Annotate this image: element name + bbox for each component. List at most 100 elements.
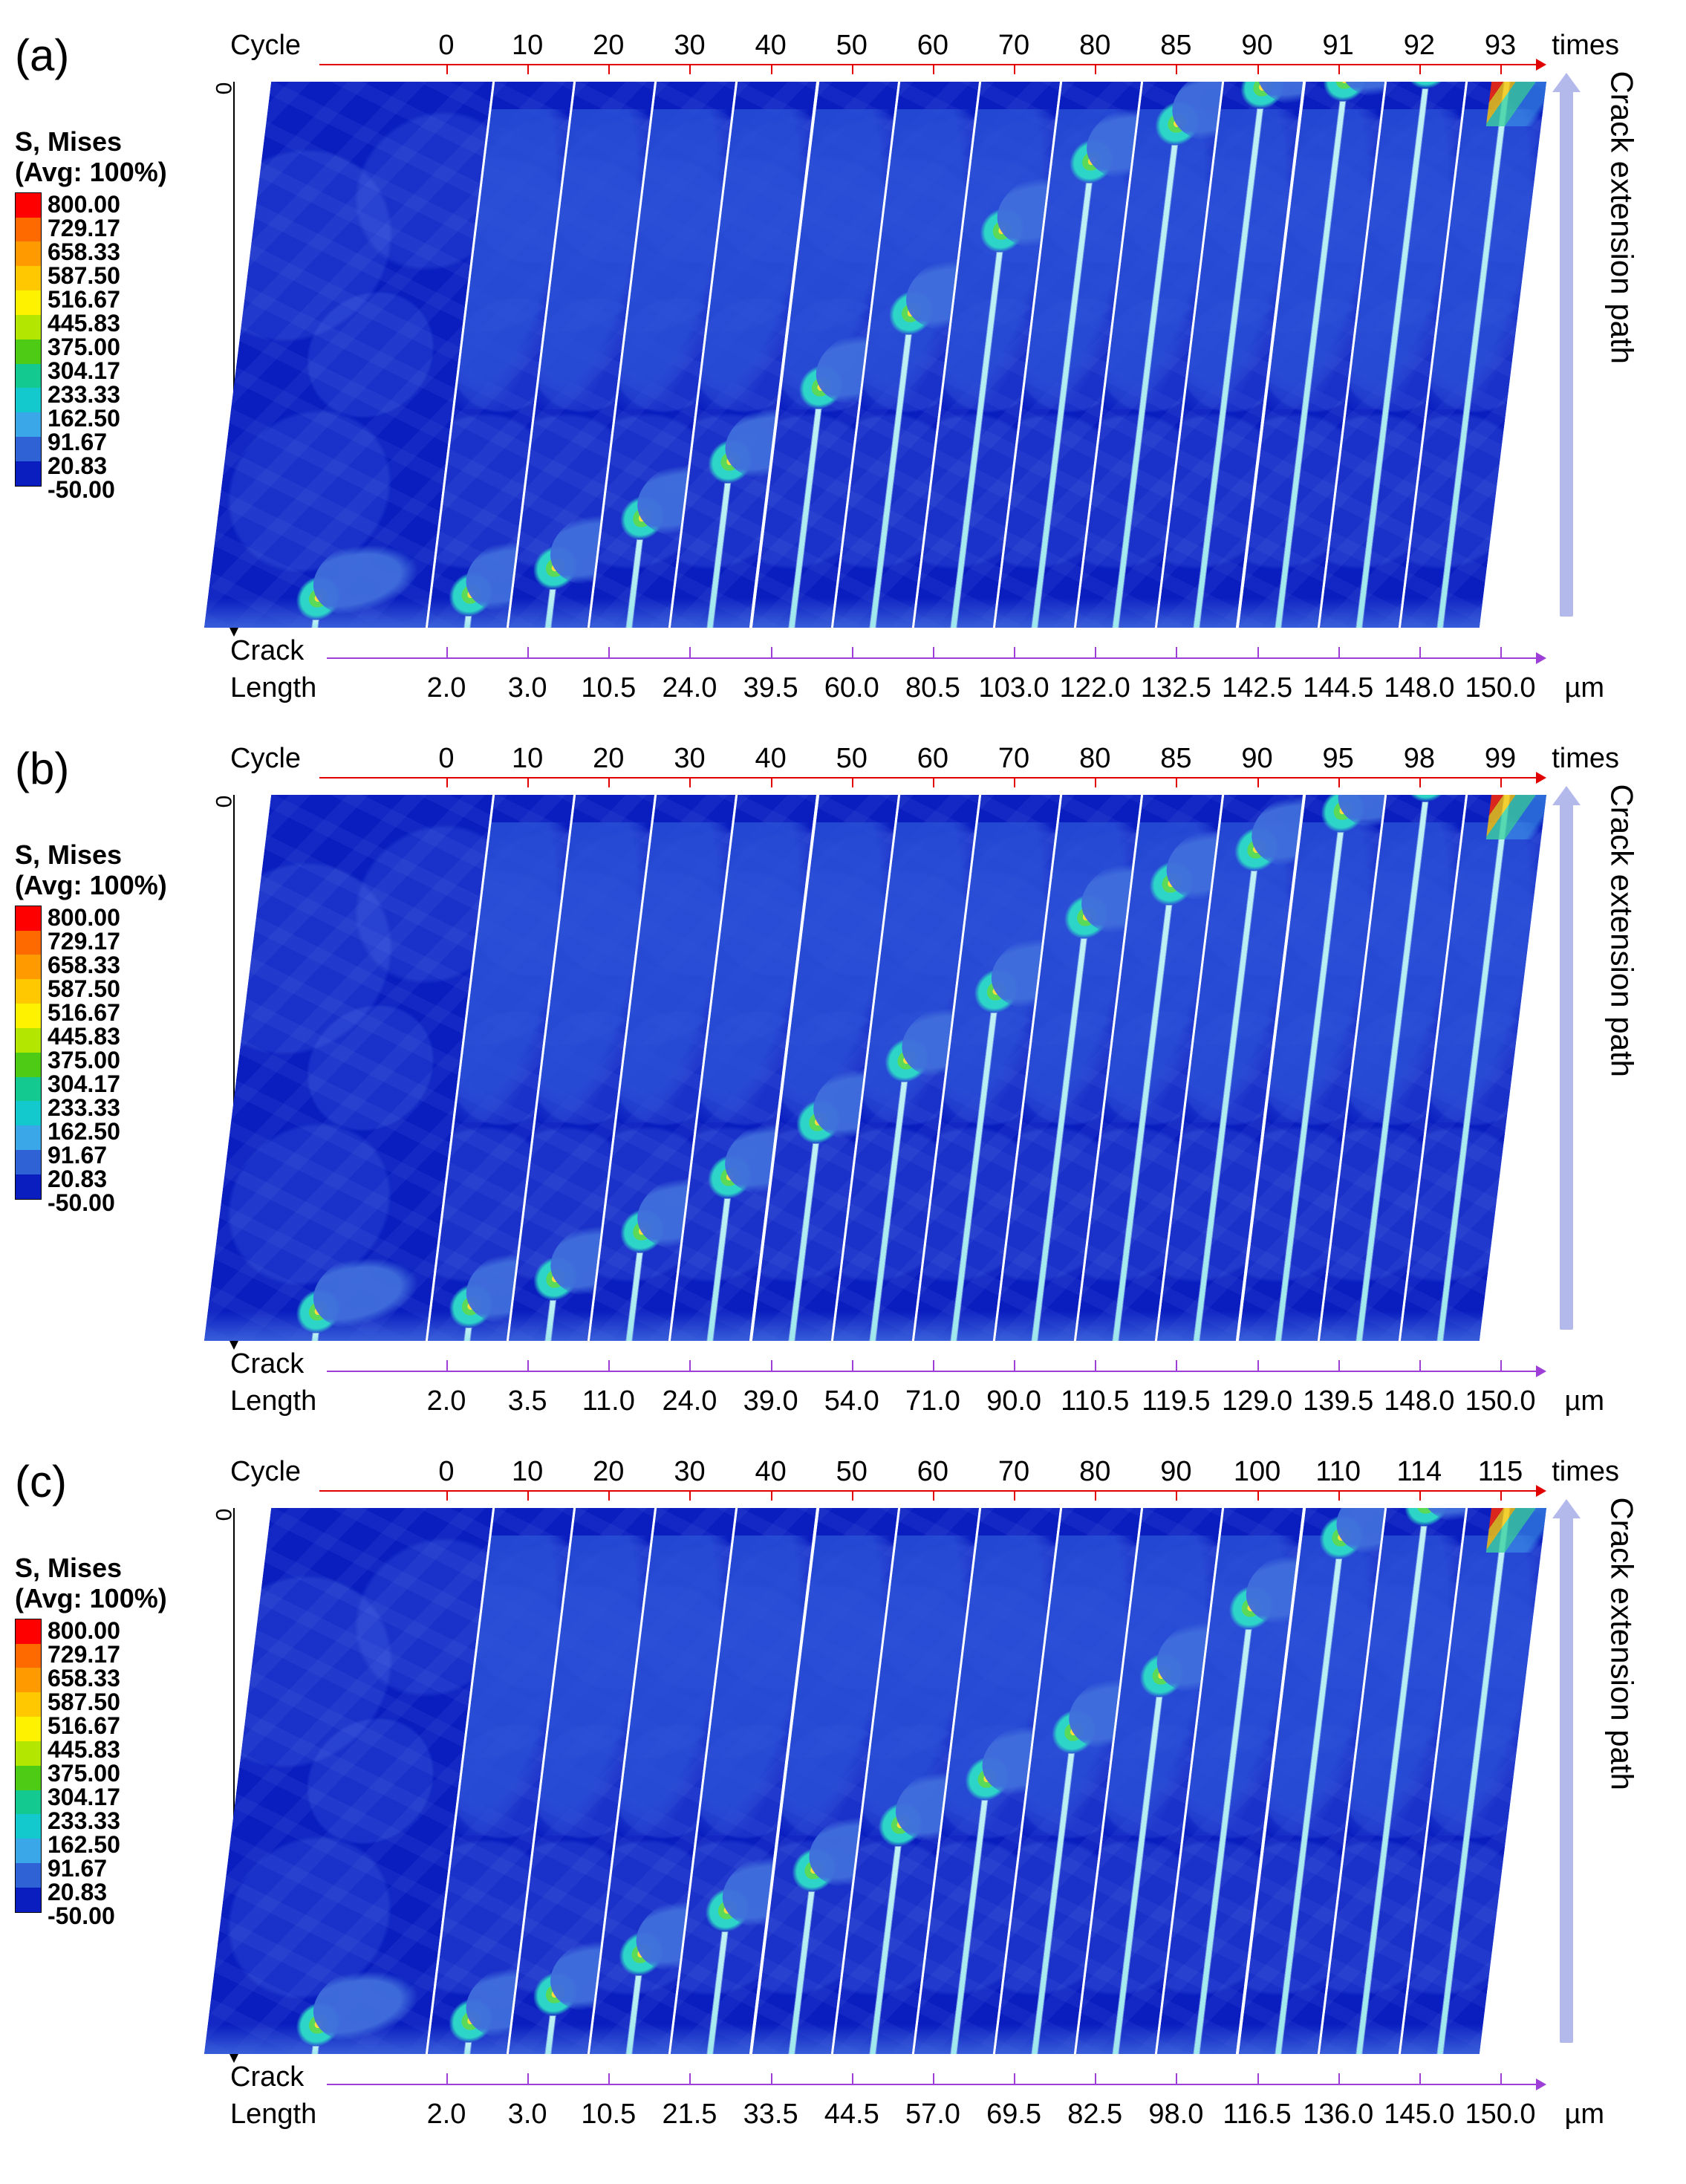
legend-tick-label: 729.17	[48, 1642, 120, 1666]
cycle-tick-label: 0	[438, 30, 454, 62]
y-axis-zero-label: 0	[212, 796, 237, 808]
length-tick-label: 39.5	[743, 672, 798, 704]
length-tick	[1338, 647, 1340, 658]
legend-tick-label: 91.67	[48, 1856, 120, 1880]
cycle-axis-unit: times	[1552, 30, 1619, 62]
cycle-tick	[608, 1490, 610, 1501]
cycle-tick	[933, 64, 934, 74]
legend-tick-label: 800.00	[48, 192, 120, 216]
legend-swatch	[16, 1053, 41, 1077]
length-tick-label: 3.5	[508, 1385, 547, 1417]
stress-legend: S, Mises(Avg: 100%)800.00729.17658.33587…	[15, 1553, 215, 1913]
cycle-tick	[608, 777, 610, 787]
cycle-axis-title: Cycle	[230, 743, 301, 775]
cycle-tick	[852, 777, 853, 787]
panel-letter: (a)	[15, 30, 69, 81]
crack-line	[312, 2047, 318, 2054]
cycle-tick	[852, 64, 853, 74]
length-tick	[689, 1360, 691, 1371]
legend-tick-label: 162.50	[48, 1833, 120, 1856]
cycle-tick	[1419, 1490, 1421, 1501]
legend-title-line1: S, Mises	[15, 839, 122, 870]
plot-area: 0X	[238, 1508, 1515, 2054]
legend-tick-label: 445.83	[48, 311, 120, 335]
length-tick	[1500, 2073, 1502, 2084]
cycle-tick	[1500, 777, 1502, 787]
legend-tick-label: 729.17	[48, 216, 120, 240]
legend-swatch	[16, 1668, 41, 1692]
legend-swatch	[16, 1839, 41, 1863]
legend-tick-label: 658.33	[48, 1666, 120, 1690]
length-tick-label: 2.0	[427, 672, 466, 704]
length-tick	[1419, 2073, 1421, 2084]
length-tick-label: 44.5	[824, 2099, 879, 2131]
legend-tick-label: 20.83	[48, 454, 120, 478]
length-tick-label: 142.5	[1222, 672, 1292, 704]
crack-length-axis: CrackLengthµm2.03.010.521.533.544.557.06…	[230, 2061, 1537, 2139]
panel-letter: (b)	[15, 743, 69, 794]
legend-swatch	[16, 241, 41, 266]
cycle-tick	[689, 64, 691, 74]
legend-title: S, Mises(Avg: 100%)	[15, 1553, 215, 1614]
crack-path-arrow-icon	[1560, 802, 1573, 1330]
length-tick-label: 10.5	[581, 672, 636, 704]
length-tick-label: 60.0	[824, 672, 879, 704]
length-tick	[1014, 647, 1015, 658]
stress-legend: S, Mises(Avg: 100%)800.00729.17658.33587…	[15, 839, 215, 1200]
length-tick	[1095, 1360, 1096, 1371]
cycle-tick-label: 20	[593, 1456, 624, 1488]
simulation-panel-c: (c)S, Mises(Avg: 100%)800.00729.17658.33…	[15, 1441, 1634, 2139]
cycle-tick	[446, 777, 448, 787]
length-tick-label: 33.5	[743, 2099, 798, 2131]
length-tick-label: 3.0	[508, 672, 547, 704]
legend-tick-label: 587.50	[48, 1690, 120, 1714]
crack-length-arrow-icon	[1536, 2079, 1546, 2090]
legend-tick-label: 658.33	[48, 240, 120, 264]
cycle-tick	[446, 64, 448, 74]
crack-path-label: Crack extension path	[1604, 1497, 1640, 1790]
legend-tick-label: 729.17	[48, 929, 120, 953]
length-tick	[1338, 2073, 1340, 2084]
legend-tick-label: 91.67	[48, 1143, 120, 1167]
legend-tick-label: -50.00	[48, 478, 120, 501]
cycle-tick	[1014, 64, 1015, 74]
cycle-tick-label: 92	[1404, 30, 1435, 62]
crack-length-unit: µm	[1564, 2099, 1604, 2131]
length-tick	[1338, 1360, 1340, 1371]
cycle-tick-label: 60	[917, 30, 948, 62]
legend-swatch	[16, 193, 41, 218]
crack-length-title1: Crack	[230, 2061, 304, 2093]
cycle-tick-label: 95	[1323, 743, 1354, 775]
legend-swatch	[16, 315, 41, 339]
legend-title-line2: (Avg: 100%)	[15, 870, 167, 900]
legend-swatch	[16, 1101, 41, 1125]
legend-tick-label: 375.00	[48, 1761, 120, 1785]
length-tick-label: 82.5	[1067, 2099, 1122, 2131]
legend-swatch	[16, 461, 41, 486]
legend-colorbar	[15, 906, 42, 1200]
y-axis-arrow-icon	[229, 2053, 239, 2063]
cycle-axis-unit: times	[1552, 743, 1619, 775]
cycle-axis-arrow-icon	[1536, 1485, 1546, 1497]
length-tick-label: 57.0	[905, 2099, 960, 2131]
length-tick	[933, 2073, 934, 2084]
cycle-tick-label: 60	[917, 743, 948, 775]
legend-swatch	[16, 1888, 41, 1912]
cycle-tick-label: 10	[512, 30, 543, 62]
simulation-panel-b: (b) S, Mises(Avg: 100%)800.00729.17658.33…	[15, 728, 1634, 1426]
legend-swatch	[16, 1717, 41, 1741]
crack-path-arrow-icon	[1560, 89, 1573, 617]
length-tick	[852, 1360, 853, 1371]
cycle-tick-label: 90	[1241, 30, 1272, 62]
cycle-tick-label: 10	[512, 1456, 543, 1488]
legend-title: S, Mises(Avg: 100%)	[15, 839, 215, 901]
length-tick-label: 80.5	[905, 672, 960, 704]
length-tick-label: 54.0	[824, 1385, 879, 1417]
legend-swatch	[16, 412, 41, 437]
length-tick-label: 148.0	[1384, 672, 1454, 704]
length-tick-label: 21.5	[662, 2099, 717, 2131]
legend-tick-label: 304.17	[48, 1072, 120, 1096]
legend-tick-label: -50.00	[48, 1904, 120, 1928]
legend-swatch	[16, 1692, 41, 1717]
legend-swatch	[16, 1741, 41, 1766]
